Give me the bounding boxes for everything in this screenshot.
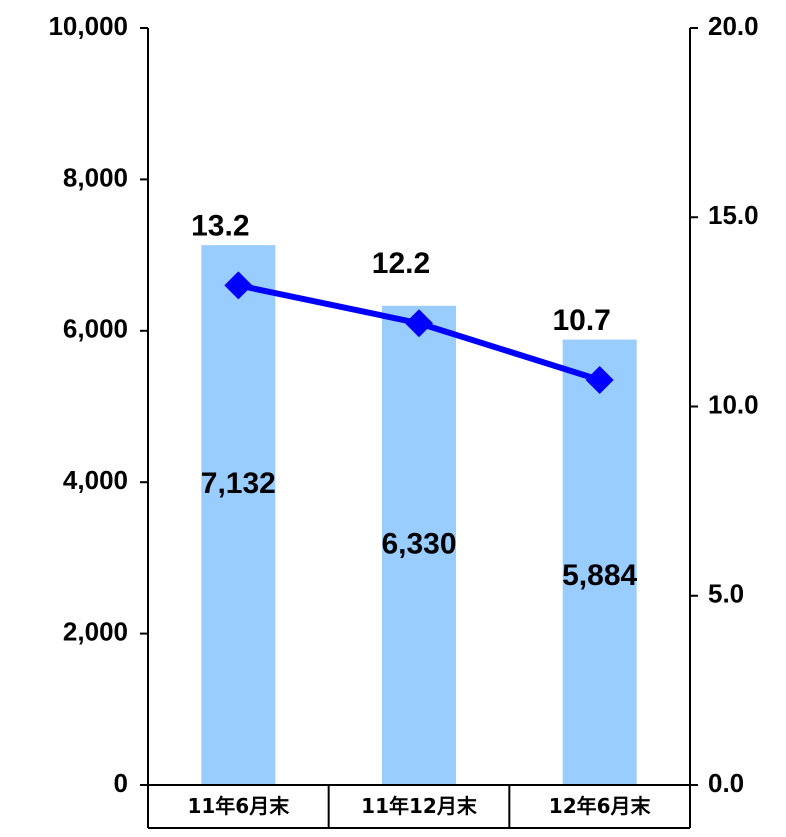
line-point-2 [405, 309, 433, 338]
line-data-label: 10.7 [552, 304, 610, 337]
bar-2 [382, 305, 456, 785]
left-axis-tick-label: 8,000 [63, 162, 128, 192]
bar-data-label: 6,330 [381, 527, 456, 560]
bar-data-label: 5,884 [562, 559, 637, 592]
left-axis-tick-label: 6,000 [63, 314, 128, 344]
left-axis-tick-label: 10,000 [48, 11, 128, 41]
left-axis-tick-label: 2,000 [63, 616, 128, 646]
left-axis-tick-label: 4,000 [63, 465, 128, 495]
right-axis-tick-label: 5.0 [708, 579, 744, 609]
bar-3 [562, 339, 637, 785]
bar-data-label: 7,132 [201, 467, 276, 500]
line-point-3 [585, 366, 614, 395]
line-data-label: 12.2 [372, 247, 430, 280]
line-data-label: 13.2 [191, 209, 249, 242]
category-label: 11年12月末 [361, 794, 478, 818]
left-axis-tick-label: 0 [114, 768, 128, 798]
right-axis-tick-label: 15.0 [708, 200, 759, 230]
right-axis-tick-label: 10.0 [708, 389, 759, 419]
right-axis-tick-label: 20.0 [708, 11, 759, 41]
line-point-1 [224, 271, 253, 300]
category-label: 12年6月末 [549, 794, 652, 818]
category-label: 11年6月末 [187, 794, 290, 818]
right-axis-tick-label: 0.0 [708, 768, 744, 798]
bar-1 [201, 245, 276, 785]
